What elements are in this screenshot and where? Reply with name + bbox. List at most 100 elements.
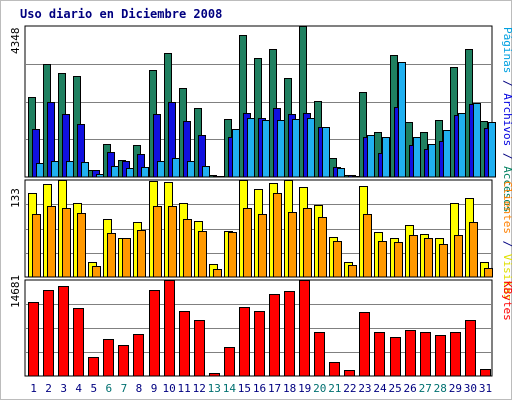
bar-clientes-day-13 — [213, 269, 222, 278]
x-tick-day-31: 31 — [479, 382, 492, 395]
bar-páginas-day-24 — [382, 137, 390, 178]
bar-kbytes-day-6 — [103, 339, 114, 377]
x-tick-day-29: 29 — [449, 382, 462, 395]
bar-clientes-day-11 — [183, 219, 192, 278]
legend-visits: Páginas / Archivos / Accesos — [501, 27, 512, 212]
x-tick-day-1: 1 — [30, 382, 37, 395]
bar-clientes-day-5 — [92, 266, 101, 278]
x-tick-day-9: 9 — [151, 382, 158, 395]
bar-páginas-day-13 — [217, 176, 225, 178]
x-tick-day-3: 3 — [60, 382, 67, 395]
bar-clientes-day-28 — [439, 244, 448, 278]
y-max-label: 133 — [9, 188, 22, 208]
bar-páginas-day-2 — [51, 161, 59, 178]
bar-kbytes-day-28 — [435, 335, 446, 377]
series-kbytes — [28, 280, 491, 377]
bar-kbytes-day-24 — [374, 332, 385, 377]
bar-páginas-day-17 — [277, 120, 285, 178]
bar-clientes-day-10 — [168, 206, 177, 278]
bar-clientes-day-7 — [122, 238, 131, 278]
bar-páginas-day-26 — [413, 137, 421, 178]
bar-kbytes-day-17 — [269, 294, 280, 377]
x-tick-day-11: 11 — [178, 382, 191, 395]
bar-kbytes-day-29 — [450, 332, 461, 377]
bar-kbytes-day-4 — [73, 308, 84, 377]
bar-páginas-day-14 — [232, 129, 240, 178]
x-tick-day-25: 25 — [388, 382, 401, 395]
legend-part: Archivos — [501, 93, 512, 146]
bar-páginas-day-30 — [473, 103, 481, 178]
bar-páginas-day-10 — [172, 158, 180, 178]
bar-páginas-day-25 — [398, 62, 406, 178]
y-max-label: 14681 — [9, 275, 22, 308]
bar-clientes-day-18 — [288, 212, 297, 278]
bar-clientes-day-23 — [363, 214, 372, 278]
bar-kbytes-day-12 — [194, 320, 205, 377]
bar-páginas-day-31 — [488, 122, 496, 178]
bar-kbytes-day-3 — [58, 286, 69, 377]
bar-páginas-day-22 — [352, 176, 360, 178]
bar-páginas-day-20 — [322, 127, 330, 178]
bar-páginas-day-5 — [96, 174, 104, 178]
bar-kbytes-day-31 — [480, 369, 491, 377]
legend-part: Páginas — [501, 27, 512, 73]
legend-part: Visitas — [501, 254, 512, 300]
bar-clientes-day-20 — [318, 217, 327, 278]
bar-kbytes-day-11 — [179, 311, 190, 377]
bar-páginas-day-28 — [443, 130, 451, 178]
bar-kbytes-day-23 — [359, 312, 370, 377]
x-tick-day-8: 8 — [136, 382, 143, 395]
bar-kbytes-day-21 — [329, 362, 340, 377]
bar-clientes-day-16 — [258, 214, 267, 278]
bar-clientes-day-2 — [47, 206, 56, 278]
bar-kbytes-day-20 — [314, 332, 325, 377]
bar-kbytes-day-5 — [88, 357, 99, 377]
x-tick-day-18: 18 — [283, 382, 296, 395]
bar-páginas-day-8 — [141, 167, 149, 178]
x-tick-day-21: 21 — [328, 382, 341, 395]
bar-kbytes-day-16 — [254, 311, 265, 377]
bar-kbytes-day-26 — [405, 330, 416, 377]
bar-clientes-day-22 — [348, 265, 357, 278]
x-tick-day-7: 7 — [121, 382, 128, 395]
x-tick-day-5: 5 — [90, 382, 97, 395]
legend-part: Clientes — [501, 181, 512, 234]
bar-kbytes-day-27 — [420, 332, 431, 377]
legend-part: Accesos — [501, 166, 512, 212]
bar-clientes-day-15 — [243, 208, 252, 278]
bar-clientes-day-4 — [77, 213, 86, 278]
bar-kbytes-day-13 — [209, 373, 220, 377]
bar-páginas-day-7 — [126, 168, 134, 178]
x-tick-day-2: 2 — [45, 382, 52, 395]
bar-kbytes-day-30 — [465, 320, 476, 377]
bar-páginas-day-19 — [307, 118, 315, 178]
bar-clientes-day-14 — [228, 232, 237, 278]
x-tick-day-14: 14 — [223, 382, 237, 395]
bar-clientes-day-19 — [303, 208, 312, 278]
bar-clientes-day-27 — [424, 238, 433, 278]
panel-clients: 133 Clientes / Visitas — [9, 179, 512, 300]
bar-páginas-day-23 — [367, 135, 375, 178]
x-tick-day-13: 13 — [208, 382, 221, 395]
bar-clientes-day-31 — [484, 268, 493, 278]
x-tick-day-12: 12 — [193, 382, 206, 395]
x-tick-day-22: 22 — [343, 382, 356, 395]
bar-páginas-day-9 — [157, 161, 165, 178]
bar-kbytes-day-8 — [133, 334, 144, 377]
bar-clientes-day-30 — [469, 222, 478, 278]
x-tick-day-6: 6 — [106, 382, 113, 395]
x-tick-day-10: 10 — [162, 382, 175, 395]
legend-part: / — [501, 146, 512, 166]
bar-páginas-day-16 — [262, 120, 270, 178]
bar-kbytes-day-10 — [164, 280, 175, 377]
bar-clientes-day-24 — [378, 241, 387, 278]
bar-páginas-day-4 — [81, 162, 89, 178]
bar-clientes-day-6 — [107, 233, 116, 278]
bar-clientes-day-26 — [409, 235, 418, 278]
chart-panels: 4348 Páginas / Archivos / Accesos 133 Clien… — [9, 25, 512, 377]
bar-kbytes-day-25 — [390, 337, 401, 377]
bar-kbytes-day-9 — [149, 290, 160, 377]
x-tick-day-16: 16 — [253, 382, 266, 395]
x-tick-day-17: 17 — [268, 382, 281, 395]
